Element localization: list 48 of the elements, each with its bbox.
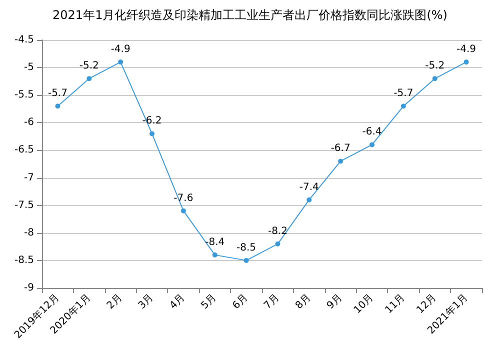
point [55, 104, 60, 109]
x-tick-label: 12月 [414, 292, 439, 316]
data-label: -6.7 [330, 143, 350, 154]
point [244, 258, 249, 263]
x-tick-label: 9月 [325, 292, 344, 312]
y-tick-label: -5.5 [14, 90, 34, 101]
data-label: -8.4 [205, 236, 225, 248]
data-label: -5.2 [425, 60, 445, 72]
data-label: -4.9 [456, 44, 476, 56]
y-tick-label: -8.5 [14, 254, 34, 266]
point [86, 76, 92, 82]
x-tick-label: 4月 [168, 292, 188, 312]
data-label: -5.7 [48, 88, 68, 100]
point [432, 76, 438, 82]
point [338, 158, 344, 164]
y-tick-label: -4.5 [14, 34, 34, 46]
data-label: -5.2 [79, 60, 99, 72]
data-label: -8.5 [236, 242, 256, 254]
data-label: -5.7 [394, 88, 414, 100]
x-tick-label: 8月 [294, 292, 314, 312]
data-label: -6.4 [362, 126, 382, 138]
point [150, 131, 154, 136]
point [212, 252, 218, 258]
point [306, 197, 312, 202]
chart-title: 2021年1月化纤织造及印染精加工工业生产者出厂价格指数同比涨跌图(%) [52, 8, 448, 22]
x-tick-label: 11月 [383, 292, 408, 316]
data-label: -8.2 [268, 226, 288, 237]
y-tick-label: -6.5 [14, 144, 34, 156]
x-tick-label: 7月 [262, 292, 282, 312]
y-tick-label: -8 [24, 227, 34, 238]
x-tick-label: 5月 [199, 292, 219, 312]
x-tick-label: 6月 [230, 292, 250, 312]
y-tick-label: -5 [24, 62, 34, 74]
y-tick-label: -6 [24, 117, 34, 128]
point [118, 60, 124, 65]
point [370, 142, 374, 148]
y-tick-label: -7.5 [14, 200, 34, 211]
data-label: -7.4 [299, 182, 319, 193]
point [180, 208, 186, 214]
y-tick-label: -9 [24, 282, 34, 294]
x-tick-label: 3月 [136, 292, 156, 312]
x-tick-label: 10月 [352, 292, 376, 316]
data-label: -4.9 [110, 44, 130, 56]
y-tick-label: -7 [24, 172, 34, 184]
x-tick-label: 2月 [105, 292, 124, 312]
point [275, 241, 280, 246]
point [400, 104, 406, 109]
point [464, 60, 469, 65]
